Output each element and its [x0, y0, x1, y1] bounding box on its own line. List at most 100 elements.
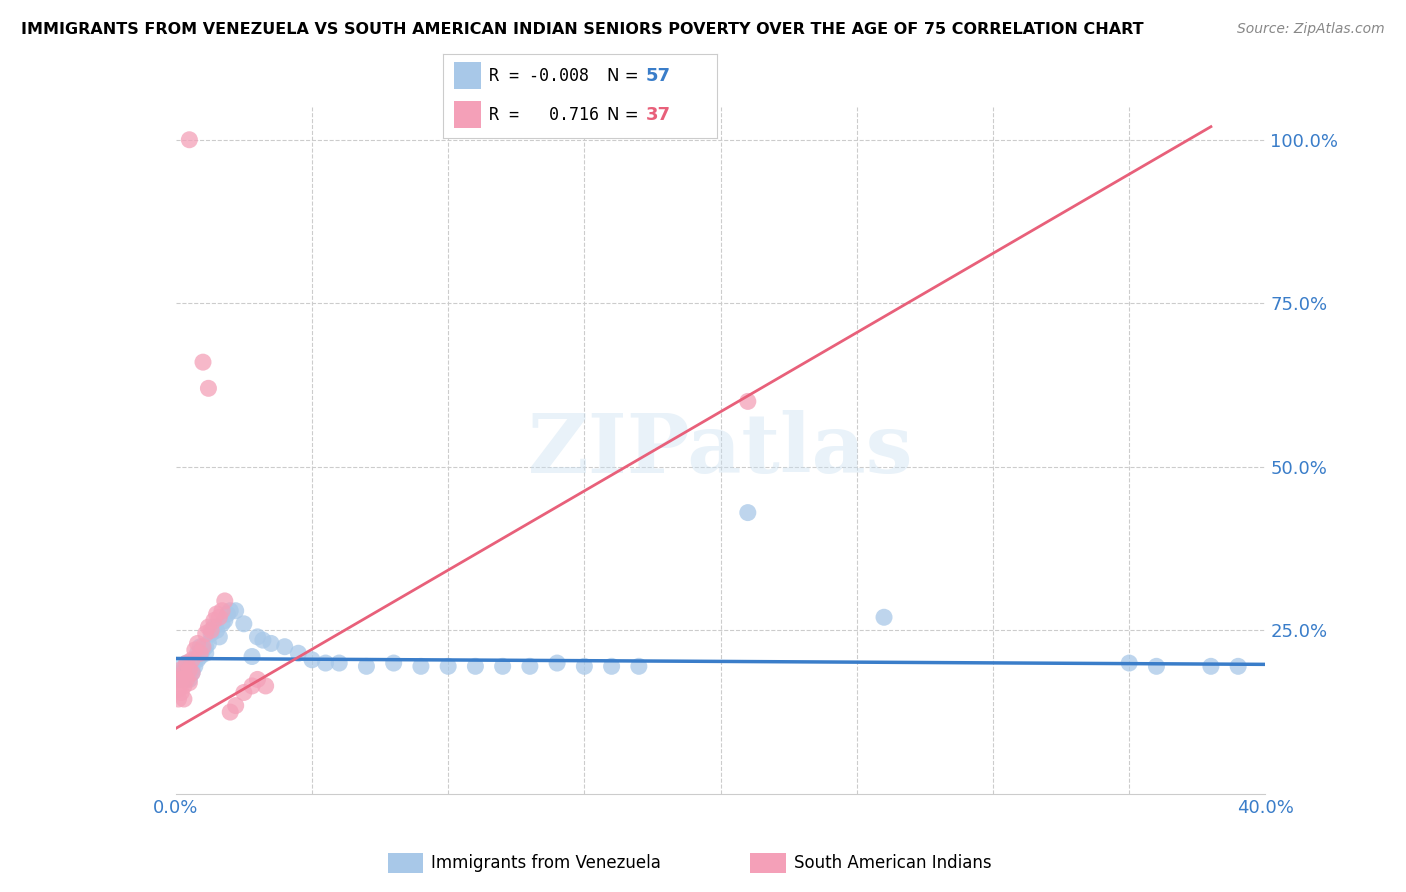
Point — [191, 643, 214, 657]
Text: Immigrants from Venezuela: Immigrants from Venezuela — [432, 854, 661, 872]
Bar — [388, 853, 423, 873]
Point — [315, 656, 337, 670]
Point — [287, 646, 309, 660]
Point — [179, 663, 201, 677]
Text: N =: N = — [607, 67, 638, 85]
Point — [873, 610, 896, 624]
Point — [176, 673, 198, 687]
Point — [167, 673, 190, 687]
Point — [225, 604, 247, 618]
Point — [173, 665, 195, 680]
Point — [167, 682, 190, 697]
Point — [170, 663, 193, 677]
Point — [217, 607, 239, 621]
Point — [208, 630, 231, 644]
Point — [211, 604, 233, 618]
Point — [356, 659, 378, 673]
Text: 57: 57 — [645, 67, 671, 85]
Point — [205, 624, 228, 638]
Point — [492, 659, 515, 673]
Point — [328, 656, 350, 670]
Point — [232, 685, 254, 699]
Point — [197, 636, 219, 650]
Point — [176, 665, 198, 680]
Text: ZIPatlas: ZIPatlas — [527, 410, 914, 491]
Point — [240, 649, 263, 664]
Point — [191, 355, 214, 369]
Point — [274, 640, 297, 654]
Point — [194, 640, 217, 654]
Text: Source: ZipAtlas.com: Source: ZipAtlas.com — [1237, 22, 1385, 37]
Text: 37: 37 — [645, 105, 671, 123]
Point — [202, 614, 225, 628]
Point — [173, 692, 195, 706]
Point — [186, 646, 209, 660]
Point — [191, 640, 214, 654]
Point — [181, 663, 204, 677]
Point — [194, 646, 217, 660]
Text: South American Indians: South American Indians — [793, 854, 991, 872]
Point — [409, 659, 432, 673]
Point — [181, 653, 204, 667]
Point — [167, 659, 190, 673]
Point — [170, 673, 193, 687]
Point — [188, 649, 211, 664]
Point — [260, 636, 283, 650]
Point — [181, 665, 204, 680]
Point — [184, 643, 207, 657]
Point — [173, 663, 195, 677]
Bar — [751, 853, 786, 873]
Point — [219, 604, 242, 618]
Point — [1227, 659, 1250, 673]
Point — [188, 640, 211, 654]
Point — [1118, 656, 1140, 670]
Point — [600, 659, 623, 673]
Point — [176, 656, 198, 670]
Point — [214, 594, 236, 608]
Text: N =: N = — [607, 105, 638, 123]
Point — [179, 659, 201, 673]
Point — [208, 610, 231, 624]
Point — [184, 659, 207, 673]
Point — [219, 705, 242, 719]
Point — [737, 394, 759, 409]
Point — [170, 685, 193, 699]
Point — [167, 692, 190, 706]
Point — [1144, 659, 1167, 673]
Point — [519, 659, 541, 673]
Point — [170, 673, 193, 687]
Point — [252, 633, 274, 648]
Point — [202, 620, 225, 634]
Point — [232, 616, 254, 631]
Point — [179, 133, 201, 147]
Point — [737, 506, 759, 520]
Point — [546, 656, 568, 670]
Point — [437, 659, 460, 673]
Point — [225, 698, 247, 713]
Point — [214, 614, 236, 628]
Point — [186, 636, 209, 650]
Point — [246, 673, 269, 687]
Point — [205, 607, 228, 621]
Point — [194, 626, 217, 640]
Point — [301, 653, 323, 667]
Point — [173, 679, 195, 693]
Bar — [454, 62, 481, 89]
Bar — [454, 101, 481, 128]
Point — [181, 665, 204, 680]
Text: R = -0.008: R = -0.008 — [489, 67, 589, 85]
Text: R =   0.716: R = 0.716 — [489, 105, 599, 123]
Point — [179, 673, 201, 687]
Point — [200, 624, 222, 638]
Point — [197, 620, 219, 634]
Point — [200, 626, 222, 640]
Point — [179, 675, 201, 690]
Point — [186, 653, 209, 667]
Point — [574, 659, 596, 673]
Point — [188, 646, 211, 660]
Point — [176, 656, 198, 670]
Point — [184, 653, 207, 667]
Point — [627, 659, 650, 673]
Point — [254, 679, 277, 693]
Point — [197, 381, 219, 395]
